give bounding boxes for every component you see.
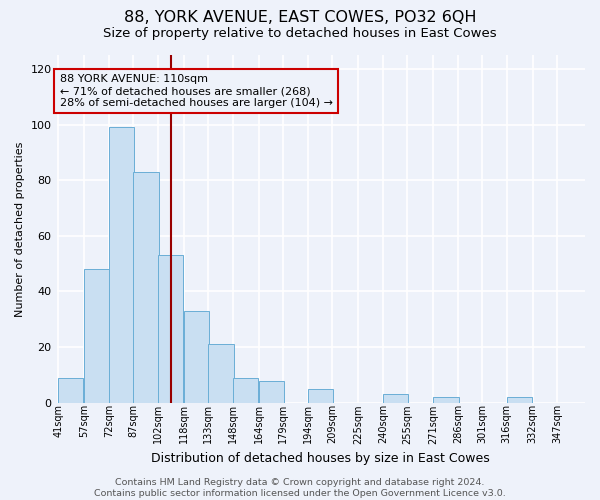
- Bar: [507, 397, 532, 403]
- Text: 88 YORK AVENUE: 110sqm
← 71% of detached houses are smaller (268)
28% of semi-de: 88 YORK AVENUE: 110sqm ← 71% of detached…: [60, 74, 333, 108]
- Bar: [158, 256, 183, 403]
- Bar: [259, 380, 284, 403]
- Bar: [308, 389, 333, 403]
- Text: Contains HM Land Registry data © Crown copyright and database right 2024.
Contai: Contains HM Land Registry data © Crown c…: [94, 478, 506, 498]
- Bar: [109, 128, 134, 403]
- Bar: [133, 172, 158, 403]
- Bar: [433, 397, 458, 403]
- X-axis label: Distribution of detached houses by size in East Cowes: Distribution of detached houses by size …: [151, 452, 490, 465]
- Bar: [208, 344, 233, 403]
- Y-axis label: Number of detached properties: Number of detached properties: [15, 141, 25, 316]
- Text: Size of property relative to detached houses in East Cowes: Size of property relative to detached ho…: [103, 28, 497, 40]
- Text: 88, YORK AVENUE, EAST COWES, PO32 6QH: 88, YORK AVENUE, EAST COWES, PO32 6QH: [124, 10, 476, 25]
- Bar: [233, 378, 258, 403]
- Bar: [58, 378, 83, 403]
- Bar: [84, 269, 110, 403]
- Bar: [184, 311, 209, 403]
- Bar: [383, 394, 408, 403]
